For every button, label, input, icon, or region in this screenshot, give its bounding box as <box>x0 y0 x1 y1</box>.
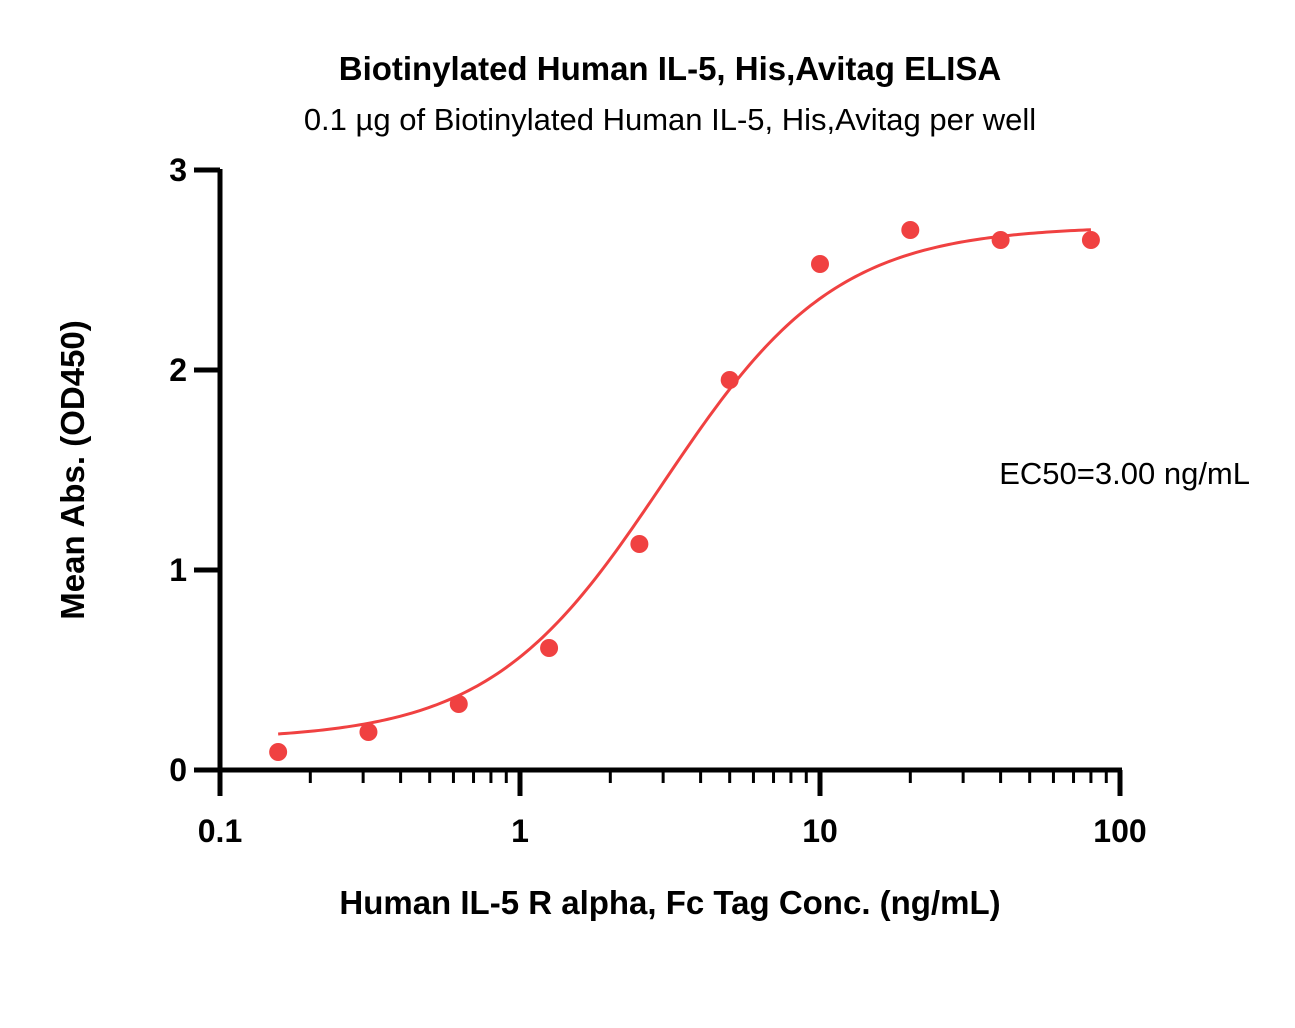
data-point <box>1081 231 1100 249</box>
x-axis-label: Human IL-5 R alpha, Fc Tag Conc. (ng/mL) <box>339 884 1000 921</box>
points-layer <box>269 221 1100 761</box>
data-point <box>901 221 920 239</box>
chart-title: Biotinylated Human IL-5, His,Avitag ELIS… <box>339 50 1002 87</box>
data-point <box>991 231 1010 249</box>
x-tick-label: 1 <box>511 813 529 849</box>
y-tick-label: 0 <box>169 752 187 788</box>
data-point <box>449 695 468 713</box>
data-point <box>540 639 559 657</box>
y-tick-label: 1 <box>169 552 187 588</box>
data-point <box>811 255 829 273</box>
chart-subtitle: 0.1 µg of Biotinylated Human IL-5, His,A… <box>304 102 1036 137</box>
y-tick-label: 3 <box>169 152 187 188</box>
x-tick-label: 100 <box>1093 813 1146 849</box>
fit-layer <box>278 228 1091 736</box>
data-point <box>359 723 378 741</box>
fit-curve <box>278 228 1091 736</box>
y-axis-label: Mean Abs. (OD450) <box>54 320 91 620</box>
ec50-annotation: EC50=3.00 ng/mL <box>999 456 1250 491</box>
axes: 0 1 2 3 0.1 1 10 100 <box>169 152 1146 849</box>
x-tick-label: 10 <box>802 813 838 849</box>
data-point <box>269 743 288 761</box>
data-point <box>720 371 739 389</box>
x-tick-label: 0.1 <box>198 813 242 849</box>
data-point <box>630 535 649 553</box>
y-tick-label: 2 <box>169 352 187 388</box>
